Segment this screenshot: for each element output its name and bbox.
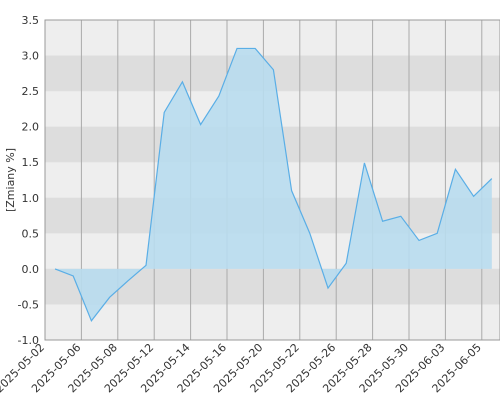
- line: [54, 47, 493, 322]
- y-tick-label: -1.0: [18, 334, 39, 347]
- y-tick-label: 2.0: [22, 121, 40, 134]
- plot-border: [44, 19, 500, 341]
- y-tick-label: 3.0: [22, 50, 40, 63]
- y-tick-label: 1.5: [22, 156, 40, 169]
- y-tick-label: -0.5: [18, 298, 39, 311]
- y-tick-label: 3.5: [22, 14, 40, 27]
- y-tick-label: 1.0: [22, 192, 40, 205]
- y-tick-label: 0.5: [22, 227, 40, 240]
- y-axis-label: [Zmiany %]: [4, 148, 17, 212]
- y-tick-label: 2.5: [22, 85, 40, 98]
- y-tick-label: 0.0: [22, 263, 40, 276]
